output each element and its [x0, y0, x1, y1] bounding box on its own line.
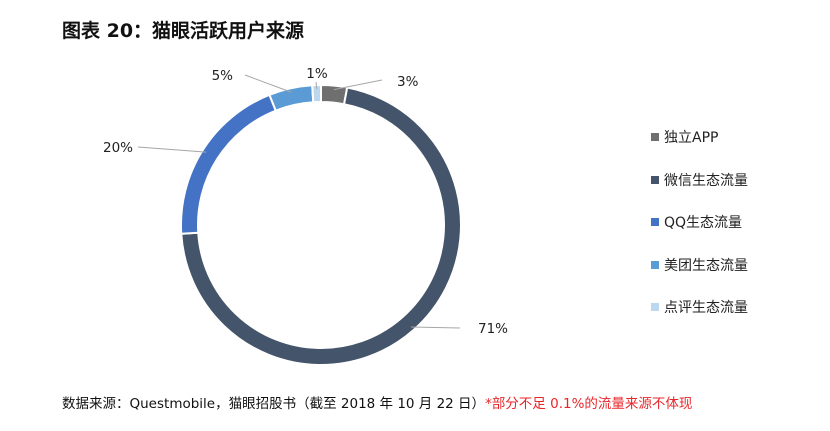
- data-label: 3%: [397, 74, 419, 90]
- legend-swatch: [651, 260, 659, 269]
- donut-chart: 3% 71% 20% 5% 1%: [103, 66, 508, 366]
- legend-swatch: [651, 303, 659, 312]
- legend-swatch: [651, 133, 659, 142]
- donut-slices: [180, 83, 462, 366]
- leader-line: [137, 146, 207, 153]
- legend: 独立APP 微信生态流量 QQ生态流量 美团生态流量 点评生态流量: [651, 116, 748, 329]
- legend-label: 微信生态流量: [664, 172, 748, 189]
- source-text: 数据来源：Questmobile，猫眼招股书（截至 2018 年 10 月 22…: [62, 396, 486, 412]
- leader-line: [244, 74, 292, 93]
- data-label: 1%: [306, 66, 328, 82]
- leader-line: [333, 79, 383, 91]
- legend-label: QQ生态流量: [664, 215, 743, 232]
- leader-lines: [137, 74, 461, 329]
- legend-item-qq: QQ生态流量: [651, 201, 748, 244]
- leader-line: [315, 81, 318, 90]
- legend-item-standalone-app: 独立APP: [651, 116, 748, 159]
- legend-swatch: [651, 175, 659, 184]
- legend-label: 独立APP: [664, 130, 719, 147]
- footer: 数据来源：Questmobile，猫眼招股书（截至 2018 年 10 月 22…: [62, 392, 692, 412]
- slice-qq: [180, 93, 278, 235]
- data-label: 20%: [103, 140, 133, 156]
- data-label: 71%: [478, 321, 508, 337]
- legend-item-wechat: 微信生态流量: [651, 159, 748, 202]
- legend-label: 点评生态流量: [664, 300, 748, 317]
- legend-label: 美团生态流量: [664, 257, 748, 274]
- data-label: 5%: [212, 68, 234, 84]
- leader-line: [410, 326, 461, 329]
- chart-title: 图表 20：猫眼活跃用户来源: [62, 20, 305, 42]
- footnote-text: *部分不足 0.1%的流量来源不体现: [485, 396, 693, 412]
- legend-item-meituan: 美团生态流量: [651, 244, 748, 287]
- legend-swatch: [651, 218, 659, 227]
- slice-meituan: [268, 84, 315, 112]
- slice-dianping: [311, 83, 322, 104]
- data-labels: 3% 71% 20% 5% 1%: [103, 66, 508, 337]
- legend-item-dianping: 点评生态流量: [651, 286, 748, 329]
